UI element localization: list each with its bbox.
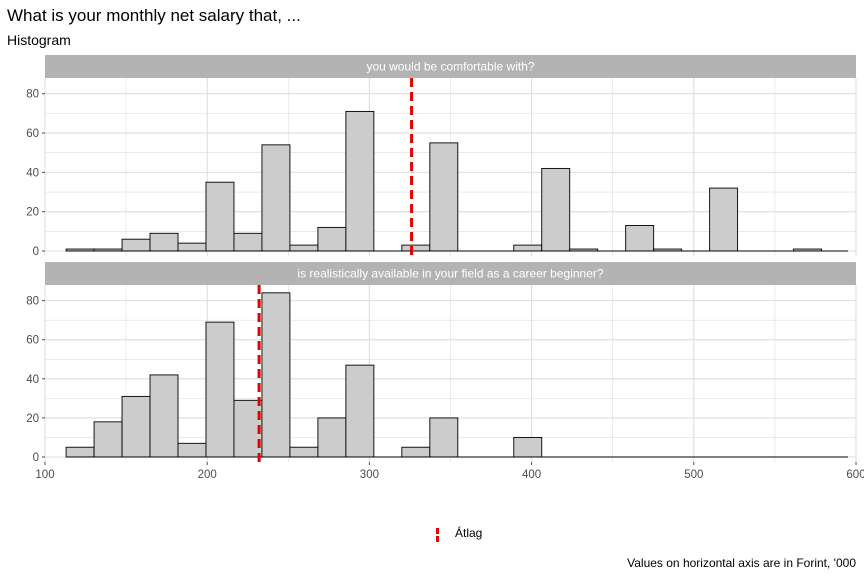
y-tick-label: 20 — [26, 413, 39, 425]
histogram-bar — [205, 321, 235, 458]
histogram-bar — [429, 417, 459, 458]
y-tick-label: 80 — [26, 89, 39, 101]
histogram-bar — [709, 187, 739, 252]
histogram-bar — [149, 374, 179, 458]
facet-panel-2: is realistically available in your field… — [26, 262, 864, 481]
x-tick-label: 500 — [684, 469, 703, 481]
histogram-bar — [121, 238, 151, 252]
facet-strip — [45, 55, 856, 78]
histogram-bar — [317, 226, 347, 252]
histogram-bar — [401, 244, 431, 252]
histogram-bar — [261, 144, 291, 252]
y-tick-label: 40 — [26, 167, 39, 179]
facet-panel-1: you would be comfortable with? 0 20 40 60 80 — [26, 55, 857, 258]
histogram-bar — [345, 364, 375, 458]
y-tick-label: 20 — [26, 207, 39, 219]
x-tick-label: 100 — [35, 469, 54, 481]
legend-mean-line-key — [431, 522, 445, 544]
x-tick-label: 300 — [360, 469, 379, 481]
histogram-bar — [121, 395, 151, 458]
histogram-bar — [513, 437, 543, 458]
histogram-bar — [513, 244, 543, 252]
y-tick-label: 40 — [26, 374, 39, 386]
x-tick-label: 400 — [522, 469, 541, 481]
y-tick-label: 0 — [33, 452, 39, 464]
y-tick-label: 0 — [33, 246, 39, 258]
histogram-bar — [177, 442, 207, 458]
histogram-bar — [429, 142, 459, 252]
chart-subtitle: Histogram — [7, 32, 71, 48]
chart-title: What is your monthly net salary that, ..… — [7, 6, 301, 25]
histogram-bar — [261, 292, 291, 458]
axis-unit-caption: Values on horizontal axis are in Forint,… — [627, 556, 856, 570]
histogram-bar — [233, 232, 263, 252]
histogram-bar — [177, 242, 207, 252]
y-tick-label: 80 — [26, 296, 39, 308]
histogram-bar — [541, 167, 571, 252]
facet-strip-label: is realistically available in your field… — [297, 267, 603, 281]
histogram-bar — [625, 224, 655, 252]
histogram-bar — [93, 421, 123, 458]
histogram-bar — [65, 446, 95, 458]
legend: Átlag — [431, 522, 482, 544]
x-tick-label: 600 — [846, 469, 864, 481]
histogram-bar — [345, 110, 375, 252]
y-tick-label: 60 — [26, 335, 39, 347]
histogram-bar — [289, 446, 319, 458]
y-tick-label: 60 — [26, 128, 39, 140]
facet-strip-label: you would be comfortable with? — [366, 60, 534, 74]
x-tick-label: 200 — [198, 469, 217, 481]
histogram-bar — [317, 417, 347, 458]
histogram-bar — [149, 232, 179, 252]
legend-label: Átlag — [455, 526, 483, 540]
facet-strip — [45, 262, 856, 285]
histogram-bar — [401, 446, 431, 458]
histogram-bar — [205, 181, 235, 252]
histogram-bar — [289, 244, 319, 252]
